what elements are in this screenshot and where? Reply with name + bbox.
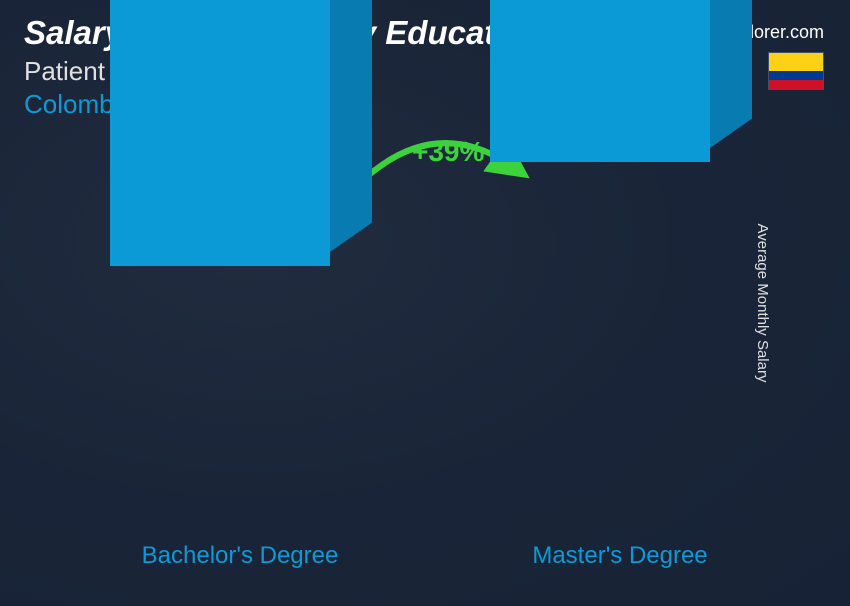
bar-label-1: Master's Degree bbox=[480, 542, 760, 570]
bar-front-0 bbox=[110, 0, 330, 266]
bar-front-1 bbox=[490, 0, 710, 162]
bar-label-0: Bachelor's Degree bbox=[100, 542, 380, 570]
flag-stripe-red bbox=[769, 80, 823, 89]
percent-increase: +39% bbox=[412, 136, 484, 168]
bar-side-0 bbox=[330, 0, 372, 252]
bar-group-1: 5,430,000 COP bbox=[490, 162, 710, 532]
bar-group-0: 3,910,000 COP bbox=[110, 266, 330, 532]
country-flag bbox=[768, 52, 824, 90]
chart-area: +39% 3,910,000 COP Bachelor's Degree 5,4… bbox=[60, 130, 780, 570]
flag-stripe-yellow bbox=[769, 53, 823, 71]
flag-stripe-blue bbox=[769, 71, 823, 80]
